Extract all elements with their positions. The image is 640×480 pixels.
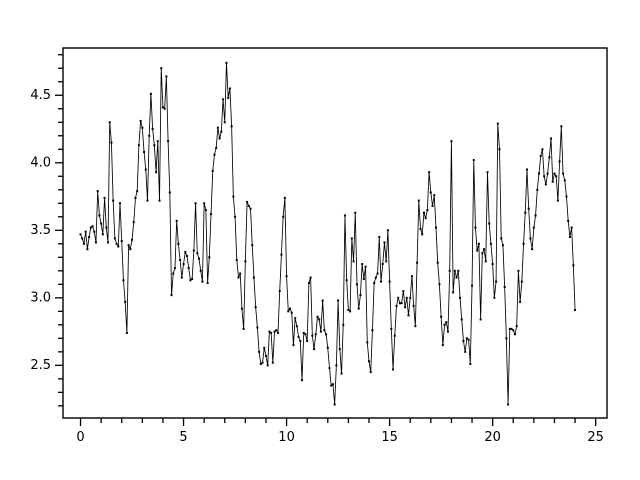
data-series-points [79,61,577,406]
y-tick-label: 2.5 [30,358,51,373]
x-tick-label: 25 [587,430,604,445]
y-tick-label: 4.5 [30,88,51,103]
x-tick-label: 5 [179,430,187,445]
x-tick-label: 0 [76,430,84,445]
x-tick-label: 15 [381,430,398,445]
x-tick-label: 10 [278,430,295,445]
y-axis: 2.5 3.0 3.5 4.0 4.5 [30,54,63,407]
y-tick-label: 4.0 [30,155,51,170]
y-tick-label: 3.0 [30,290,51,305]
x-tick-label: 20 [484,430,501,445]
plot-frame [62,47,608,419]
y-tick-label: 3.5 [30,223,51,238]
x-axis: 0 5 10 15 20 25 [76,418,604,445]
